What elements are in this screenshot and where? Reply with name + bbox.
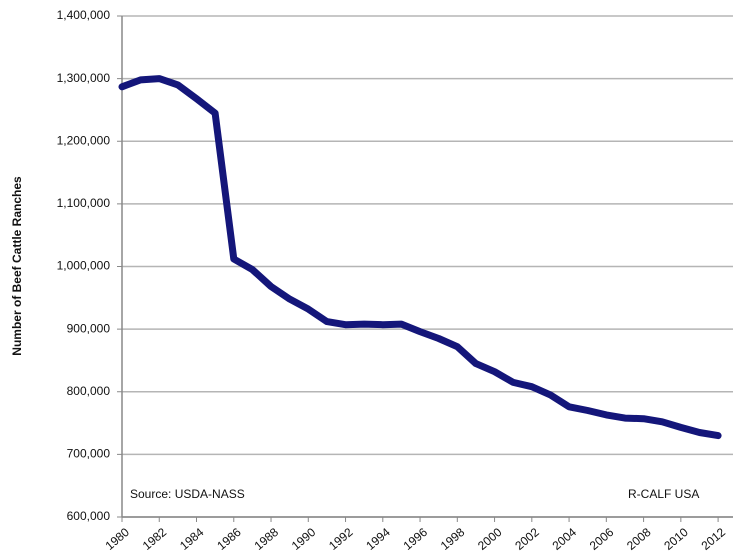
- x-tick-label: 1998: [438, 525, 468, 553]
- x-tick-label: 1984: [177, 525, 207, 553]
- x-tick-label: 2004: [550, 525, 580, 553]
- y-tick-label: 1,200,000: [57, 133, 111, 147]
- y-tick-label: 800,000: [67, 384, 111, 398]
- y-tick-label: 600,000: [67, 509, 111, 523]
- y-tick-label: 700,000: [67, 447, 111, 461]
- x-tick-label: 1992: [326, 525, 356, 553]
- x-tick-label: 2006: [587, 525, 617, 553]
- y-tick-label: 1,400,000: [57, 8, 111, 22]
- y-tick-label: 1,100,000: [57, 196, 111, 210]
- data-line: [118, 75, 722, 440]
- y-tick-label: 1,000,000: [57, 259, 111, 273]
- x-tick-label: 1996: [401, 525, 431, 553]
- x-tick-label: 1988: [252, 525, 282, 553]
- y-axis-label: Number of Beef Cattle Ranches: [10, 176, 24, 356]
- x-tick-label: 1980: [103, 525, 133, 553]
- y-tick-label: 1,300,000: [57, 71, 111, 85]
- x-tick-label: 2012: [699, 525, 729, 553]
- y-tick-label: 900,000: [67, 321, 111, 335]
- x-tick-label: 2010: [661, 525, 691, 553]
- x-tick-label: 1982: [140, 525, 170, 553]
- x-tick-label: 2002: [512, 525, 542, 553]
- annotation: R-CALF USA: [628, 487, 699, 501]
- x-tick-label: 1986: [214, 525, 244, 553]
- annotation: Source: USDA-NASS: [130, 487, 245, 501]
- x-tick-label: 1994: [363, 525, 393, 553]
- x-tick-label: 1990: [289, 525, 319, 553]
- x-tick-label: 2008: [624, 525, 654, 553]
- x-tick-label: 2000: [475, 525, 505, 553]
